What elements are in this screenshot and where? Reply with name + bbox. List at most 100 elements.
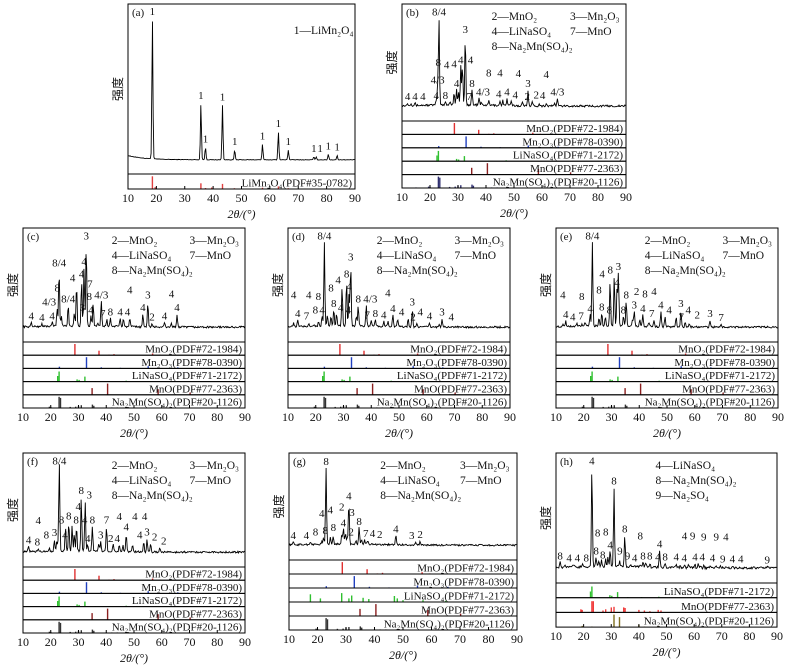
reference-label: Mn₂O₃(PDF#78-0390): [141, 357, 242, 369]
peak-label: 8: [35, 536, 41, 548]
reference-label: LiNaSO₄(PDF#71-2172): [404, 591, 515, 603]
panel-b: (b) 2—MnO₂ 3—Mn₂O₃ 4—LiNaSO₄ 7—MnO 8—Na₂Mn(SO…: [384, 3, 632, 220]
panel-c: (c) 2—MnO₂ 3—Mn₂O₃ 4—LiNaSO₄ 7—MnO 8—Na₂Mn(SO…: [5, 227, 251, 440]
peak-label: 4: [381, 310, 387, 322]
reference-label: MnO₂(PDF#72-1984): [526, 123, 623, 135]
x-tick-label: 10: [17, 410, 29, 424]
peak-label: 7: [678, 311, 684, 323]
reference-pattern: MnO(PDF#77-2363): [401, 160, 627, 175]
x-tick-label: 90: [239, 635, 251, 649]
peak-label: 2: [149, 311, 155, 323]
peak-label: 4: [36, 515, 42, 527]
reference-label: Na₂Mn(SO₄)₂(PDF#20-1126): [377, 397, 508, 409]
reference-label: LiNaSO₄(PDF#71-2172): [665, 370, 776, 382]
peak-label: 8: [607, 305, 613, 317]
legend-entry: 2—MnO₂: [112, 460, 158, 472]
peak-label: 4: [657, 539, 663, 551]
peak-label: 8: [90, 515, 96, 527]
x-axis-label: 2θ/(°): [653, 426, 681, 440]
y-axis-label: 强度: [538, 506, 553, 530]
peak-label: 8: [583, 553, 589, 565]
peak-label: 8: [443, 90, 449, 102]
legend-entry: 2—MnO₂: [377, 235, 423, 247]
peak-label: 4: [393, 524, 399, 536]
panel-e: (e) 2—MnO₂ 3—Mn₂O₃ 4—LiNaSO₄ 7—MnO 8—Na₂Mn(SO…: [538, 227, 784, 440]
peak-label: 4: [291, 289, 297, 301]
peak-label: 3: [525, 78, 531, 90]
legend-entry: 8—Na₂Mn(SO₄)₂: [112, 490, 193, 502]
peak-label: 4/3: [42, 296, 57, 308]
x-axis-label: 2θ/(°): [652, 645, 680, 659]
peak-label: 7: [466, 91, 472, 103]
x-axis-label: 2θ/(°): [120, 651, 148, 665]
reference-pattern: LiNaSO₄(PDF#71-2172): [555, 367, 779, 382]
panel-tag: (d): [292, 231, 305, 243]
peak-label: 4: [666, 305, 672, 317]
peak-label: 4: [319, 305, 325, 317]
reference-label: MnO₂(PDF#72-1984): [678, 344, 775, 356]
reference-pattern: MnO(PDF#77-2363): [22, 381, 246, 396]
peak-label: 4: [412, 91, 418, 103]
x-tick-label: 60: [156, 635, 168, 649]
reference-pattern: Mn₂O₃(PDF#78-0390): [555, 354, 779, 369]
peak-label: 4: [640, 303, 646, 315]
peak-label: 4: [433, 90, 439, 102]
peak-label: 9: [690, 531, 696, 543]
reference-pattern: Mn₂O₃(PDF#78-0390): [22, 354, 246, 369]
peak-label: 4: [79, 269, 85, 281]
xrd-pattern-line: [555, 474, 777, 571]
peak-label: 4: [26, 535, 32, 547]
reference-pattern: MnO(PDF#77-2363): [288, 601, 518, 617]
x-axis-label: 2θ/(°): [500, 206, 528, 220]
reference-label: Mn₂O₃(PDF#78-0390): [674, 357, 775, 369]
peak-label: 4: [540, 90, 546, 102]
peak-label: 3: [409, 530, 415, 542]
legend-entry: 8—Na₂Mn(SO₄)₂: [492, 41, 573, 53]
x-tick-label: 10: [550, 410, 562, 424]
x-tick-label: 20: [312, 632, 324, 646]
reference-pattern: MnO₂(PDF#72-1984): [22, 566, 246, 581]
xrd-pattern-line: [22, 464, 245, 555]
peak-label: 4: [710, 553, 716, 565]
peak-label: 8/4: [585, 231, 600, 243]
reference-label: LiNaSO₄(PDF#71-2172): [664, 586, 775, 598]
peak-label: 4: [682, 553, 688, 565]
peak-label: 4: [291, 530, 297, 542]
x-tick-label: 70: [449, 410, 461, 424]
y-axis-label: 强度: [110, 77, 125, 101]
peak-label: 4: [88, 305, 94, 317]
peak-label: 2: [410, 311, 416, 323]
reference-label: Mn₂O₃(PDF#78-0390): [406, 357, 507, 369]
reference-label: Mn₂O₃(PDF#78-0390): [522, 136, 623, 148]
x-tick-label: 30: [73, 635, 85, 649]
xrd-pattern-line: [288, 467, 517, 547]
peak-label: 4: [589, 456, 595, 468]
x-tick-label: 20: [45, 635, 57, 649]
reference-pattern: MnO(PDF#77-2363): [287, 381, 511, 396]
peak-label: 4: [29, 311, 35, 323]
reference-label: MnO(PDF#77-2363): [682, 383, 775, 395]
peak-label: 4: [454, 78, 460, 90]
peak-label: 8: [323, 456, 329, 468]
peak-label: 4: [49, 311, 55, 323]
peak-label: 4: [335, 274, 341, 286]
peak-label: 3: [349, 507, 355, 519]
peak-label: 3: [52, 527, 58, 539]
x-tick-label: 60: [156, 410, 168, 424]
peak-label: 3: [86, 489, 92, 501]
reference-label: MnO₂(PDF#72-1984): [145, 569, 242, 581]
x-tick-label: 40: [633, 629, 645, 643]
reference-pattern: Mn₂O₃(PDF#78-0390): [288, 573, 518, 589]
peak-label: 4: [341, 517, 347, 529]
reference-pattern: Na₂Mn(SO₄)₂(PDF#20-1126): [401, 174, 627, 189]
peak-label: 4: [39, 312, 45, 324]
panel-tag: (f): [27, 456, 38, 468]
peak-label: 1: [260, 131, 266, 143]
peak-label: 3: [144, 526, 150, 538]
peak-label: 8: [596, 284, 602, 296]
peak-label: 3: [463, 24, 469, 36]
